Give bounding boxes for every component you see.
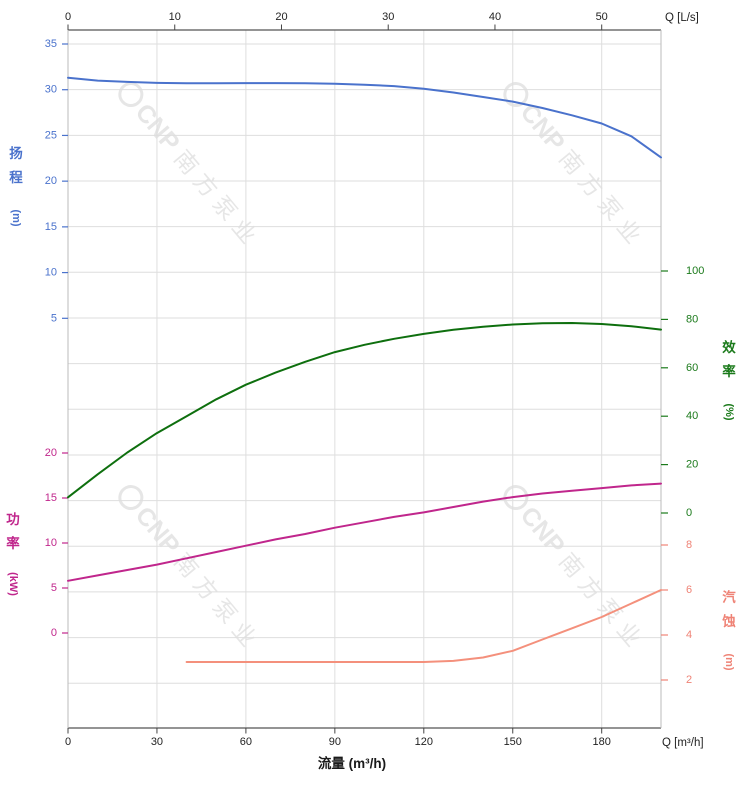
npsh-tick-label: 6 <box>686 584 692 596</box>
power-axis-title: 功 <box>6 512 20 527</box>
npsh-axis-title: 汽 <box>722 589 736 605</box>
head-tick-label: 30 <box>45 84 57 96</box>
head-tick-label: 25 <box>45 129 57 141</box>
bottom-axis-tick-label: 0 <box>65 736 71 748</box>
top-axis-tick-label: 10 <box>169 11 181 23</box>
x-axis-title: 流量 (m³/h) <box>318 755 386 771</box>
power-tick-label: 10 <box>45 537 57 549</box>
head-tick-label: 10 <box>45 267 57 279</box>
power-tick-label: 0 <box>51 627 57 639</box>
head-axis-title: 扬 <box>9 145 23 161</box>
top-axis-tick-label: 50 <box>596 11 608 23</box>
cnp-logo-icon <box>118 82 144 108</box>
npsh-curve <box>185 589 662 663</box>
power-axis-title: 率 <box>6 535 20 551</box>
efficiency-curve <box>67 322 662 499</box>
top-axis-tick-label: 20 <box>275 11 287 23</box>
top-axis-tick-label: 0 <box>65 11 71 23</box>
top-axis-tick-label: 30 <box>382 11 394 23</box>
efficiency-tick-label: 60 <box>686 362 698 374</box>
efficiency-tick-label: 20 <box>686 459 698 471</box>
power-tick-label: 15 <box>45 492 57 504</box>
power-tick-label: 20 <box>45 447 57 459</box>
head-axis-unit: (m) <box>10 209 22 226</box>
efficiency-tick-label: 40 <box>686 410 698 422</box>
bottom-axis-tick-label: 120 <box>415 736 433 748</box>
head-axis-title: 程 <box>9 170 23 185</box>
cnp-logo-icon <box>503 485 529 511</box>
bottom-axis-tick-label: 30 <box>151 736 163 748</box>
efficiency-tick-label: 0 <box>686 507 692 519</box>
npsh-axis-unit: (m) <box>723 653 735 670</box>
efficiency-tick-label: 100 <box>686 265 704 277</box>
top-axis-unit-label: Q [L/s] <box>665 12 699 24</box>
efficiency-tick-label: 80 <box>686 313 698 325</box>
head-tick-label: 15 <box>45 221 57 233</box>
bottom-axis-tick-label: 180 <box>593 736 611 748</box>
power-curve <box>67 482 662 582</box>
head-tick-label: 20 <box>45 175 57 187</box>
power-axis-unit: (kW) <box>7 572 19 596</box>
power-tick-label: 5 <box>51 582 57 594</box>
head-tick-label: 35 <box>45 38 57 50</box>
watermark-logo-text: CNP <box>515 501 570 559</box>
watermark-text: 南方泵业 <box>554 145 651 254</box>
head-curve <box>67 76 662 159</box>
npsh-tick-label: 4 <box>686 629 692 641</box>
head-tick-label: 5 <box>51 312 57 324</box>
bottom-axis-tick-label: 90 <box>329 736 341 748</box>
watermark-text: 南方泵业 <box>169 548 266 657</box>
npsh-tick-label: 2 <box>686 674 692 686</box>
top-axis-tick-label: 40 <box>489 11 501 23</box>
bottom-axis-tick-label: 60 <box>240 736 252 748</box>
npsh-tick-label: 8 <box>686 539 692 551</box>
efficiency-axis-title: 率 <box>722 363 736 379</box>
efficiency-axis-title: 效 <box>722 339 736 355</box>
cnp-logo-icon <box>118 485 144 511</box>
bottom-axis-unit-label: Q [m³/h] <box>662 737 704 749</box>
efficiency-axis-unit: (%) <box>723 403 735 420</box>
bottom-axis-tick-label: 150 <box>504 736 522 748</box>
watermark-text: 南方泵业 <box>554 548 651 657</box>
watermark-text: 南方泵业 <box>169 145 266 254</box>
npsh-axis-title: 蚀 <box>721 613 736 629</box>
